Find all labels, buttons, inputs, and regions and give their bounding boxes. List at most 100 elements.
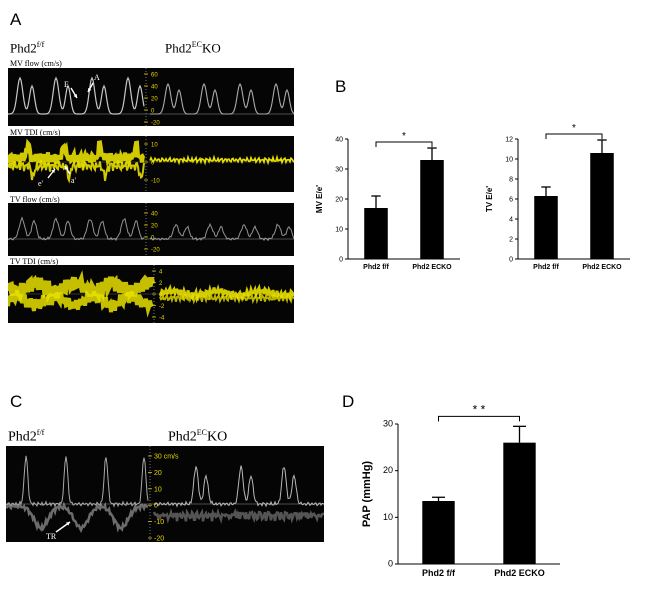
- scale-label: -4: [159, 316, 165, 322]
- y-tick-label: 6: [509, 197, 513, 204]
- bar: [422, 501, 455, 564]
- scale-label: 10: [151, 143, 158, 149]
- echo-strip-tv-flow: 40 20 0 -20: [8, 203, 294, 256]
- scale-label: -2: [159, 304, 165, 310]
- scale-label: -20: [151, 121, 160, 127]
- echo-strip-tv-tdi: 4 2 0 -2 -4: [8, 265, 294, 323]
- y-tick-label: 10: [383, 512, 393, 522]
- scale-label: 0: [151, 236, 155, 242]
- significance-bracket: [545, 133, 603, 139]
- echo-strip-mv-flow: 60 40 20 0 -20 E A: [8, 68, 294, 126]
- trace-label-tv-flow: TV flow (cm/s): [10, 195, 60, 204]
- bar-chart-mv-ee: 0 10 20 30 40 MV E/e' Phd2 f/f Phd2 ECKO *: [315, 131, 460, 271]
- scale-label: 60: [151, 73, 158, 79]
- y-tick-label: 10: [335, 227, 343, 234]
- mv-flow-trace: 60 40 20 0 -20 E A: [8, 68, 294, 126]
- panel-letter-c: C: [10, 392, 23, 411]
- x-category-label: Phd2 f/f: [533, 264, 559, 271]
- group-label-knockout-c: Phd2ECKO: [168, 428, 228, 445]
- y-axis-label: PAP (mmHg): [361, 461, 373, 528]
- scale-label: 20: [151, 224, 158, 230]
- trace-label-mv-tdi: MV TDI (cm/s): [10, 128, 61, 137]
- waveform: [8, 216, 145, 242]
- group-label-knockout: Phd2ECKO: [165, 40, 221, 56]
- scale-label: -10: [151, 179, 160, 185]
- y-tick-label: 20: [335, 197, 343, 204]
- scale-label: 2: [159, 281, 163, 287]
- scale-label: -10: [154, 519, 164, 526]
- tv-tdi-trace: 420-2-4: [8, 265, 294, 323]
- y-tick-label: 20: [383, 465, 393, 475]
- x-category-label: Phd2 f/f: [422, 568, 456, 578]
- y-tick-label: 0: [509, 257, 513, 264]
- scale-label: -20: [154, 536, 164, 543]
- waveform: [153, 465, 324, 508]
- waveform: [6, 455, 149, 508]
- waveform: [149, 222, 294, 242]
- bar: [364, 208, 388, 259]
- waveform: [150, 82, 294, 115]
- scale-label: 10: [154, 486, 162, 493]
- tr-doppler-trace: 30 cm/s 20 10 0 -10 -20 TR: [6, 446, 324, 542]
- y-axis-label: MV E/e': [315, 185, 324, 213]
- waveform: [159, 283, 294, 304]
- panel-letter-b: B: [335, 77, 347, 96]
- annotation-arrowhead: [66, 522, 70, 526]
- waveform: [8, 76, 145, 115]
- bar: [590, 153, 614, 259]
- annotation-arrowhead: [88, 88, 92, 92]
- bar: [534, 196, 558, 259]
- x-category-label: Phd2 ECKO: [582, 264, 622, 271]
- scale-label: 0: [151, 161, 155, 167]
- annotation-label: E: [64, 80, 69, 89]
- bar-chart-pap: 0 10 20 30 PAP (mmHg) Phd2 f/f Phd2 ECKO * *: [361, 402, 560, 578]
- significance-bracket: [375, 141, 433, 147]
- scale-label: 0: [151, 109, 155, 115]
- scale-label: 0: [154, 503, 158, 510]
- y-tick-label: 10: [505, 157, 513, 164]
- annotation-arrowhead: [65, 166, 69, 170]
- annotation-arrowhead: [51, 169, 55, 173]
- bar: [503, 442, 536, 564]
- mv-tdi-trace: 10 0 -10 e' a': [8, 136, 294, 192]
- trace-label-mv-flow: MV flow (cm/s): [10, 59, 62, 68]
- x-category-label: Phd2 ECKO: [494, 568, 545, 578]
- y-tick-label: 4: [509, 217, 513, 224]
- y-tick-label: 30: [383, 419, 393, 429]
- bar: [420, 160, 444, 259]
- annotation-label: e': [38, 179, 44, 188]
- scale-label: 40: [151, 212, 158, 218]
- scale-label: 30 cm/s: [154, 454, 179, 461]
- significance-marker: *: [402, 131, 406, 142]
- y-tick-label: 0: [339, 257, 343, 264]
- trace-label-tv-tdi: TV TDI (cm/s): [10, 257, 59, 266]
- panel-letter-a: A: [10, 10, 22, 29]
- significance-marker: * *: [473, 402, 486, 416]
- scale-label: 20: [154, 470, 162, 477]
- panel-letter-d: D: [342, 392, 355, 411]
- significance-bracket: [438, 415, 520, 422]
- tv-flow-trace: 40 20 0 -20: [8, 203, 294, 256]
- annotation-arrowhead: [73, 94, 77, 98]
- waveform: [6, 500, 149, 534]
- waveform: [152, 507, 324, 525]
- y-tick-label: 30: [335, 167, 343, 174]
- y-tick-label: 0: [388, 559, 393, 569]
- y-tick-label: 40: [335, 137, 343, 144]
- waveform: [149, 154, 294, 166]
- y-tick-label: 12: [505, 137, 513, 144]
- x-category-label: Phd2 f/f: [363, 264, 389, 271]
- group-label-control-c: Phd2f/f: [8, 428, 45, 445]
- y-axis-label: TV E/e': [485, 186, 494, 212]
- scale-label: 4: [159, 270, 163, 276]
- waveform: [8, 138, 145, 170]
- bar-chart-tv-ee: 0 2 4 6 8 10 12 TV E/e' Phd2 f/f Phd2 ECKO *: [485, 123, 630, 271]
- significance-marker: *: [572, 123, 576, 134]
- waveform: [8, 159, 145, 184]
- y-tick-label: 8: [509, 177, 513, 184]
- annotation-label: A: [94, 73, 100, 82]
- annotation-label: TR: [46, 532, 57, 541]
- scale-label: -20: [151, 248, 160, 254]
- y-tick-label: 2: [509, 237, 513, 244]
- group-label-control: Phd2f/f: [10, 40, 45, 56]
